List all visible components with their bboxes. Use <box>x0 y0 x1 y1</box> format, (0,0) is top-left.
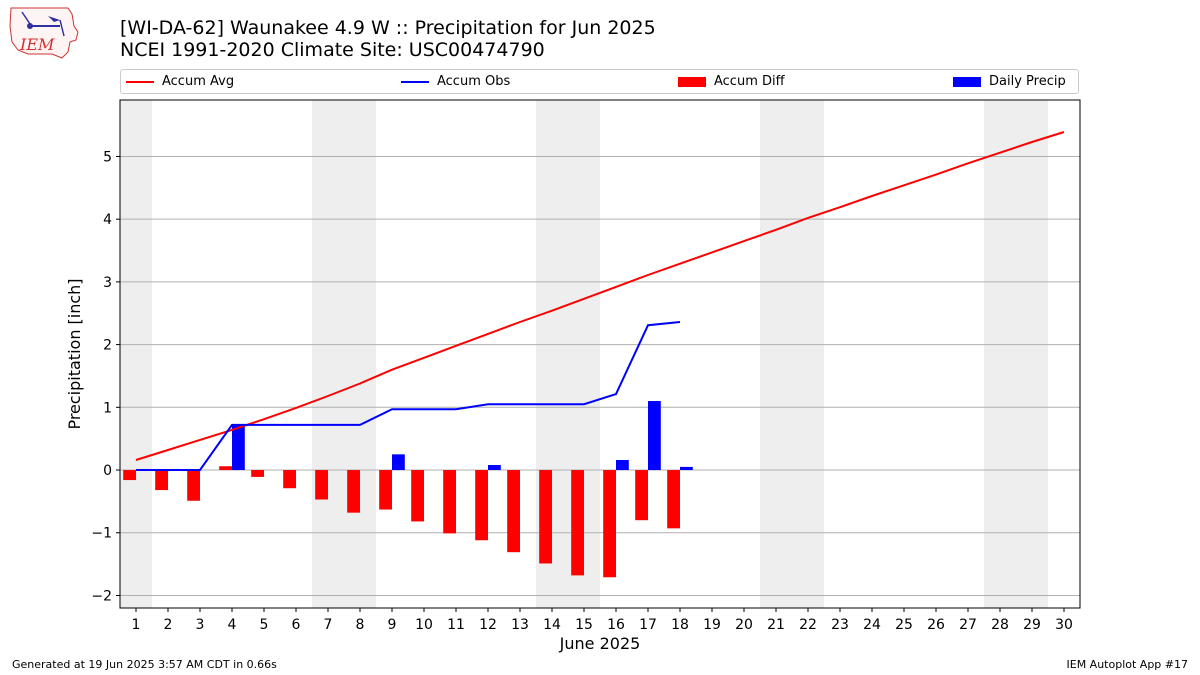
weekend-band <box>312 100 376 608</box>
y-tick-label: 2 <box>103 338 112 354</box>
y-tick-label: 4 <box>103 212 112 228</box>
daily-precip-bar <box>616 459 629 471</box>
y-axis-label: Precipitation [inch] <box>65 278 84 429</box>
legend-line-swatch <box>401 80 429 83</box>
weekend-band <box>760 100 824 608</box>
x-tick-label: 25 <box>895 617 913 633</box>
x-tick-label: 3 <box>196 617 205 633</box>
iem-logo: IEM <box>8 6 82 60</box>
x-tick-label: 12 <box>479 617 497 633</box>
accum-diff-bar <box>155 470 168 491</box>
x-tick-label: 9 <box>388 617 397 633</box>
daily-precip-bar <box>488 465 501 471</box>
legend-bar-swatch <box>678 76 706 87</box>
accum-diff-bar <box>667 470 680 529</box>
accum-diff-bar <box>411 470 424 522</box>
legend-label: Accum Avg <box>162 74 235 89</box>
x-tick-label: 20 <box>735 617 753 633</box>
accum-diff-bar <box>187 470 200 501</box>
x-tick-label: 7 <box>324 617 333 633</box>
accum-obs-line <box>136 321 681 471</box>
legend-item-daily-precip: Daily Precip <box>953 74 1066 90</box>
x-tick-label: 1 <box>132 617 141 633</box>
x-tick-label: 10 <box>415 617 433 633</box>
accum-diff-bar <box>635 470 648 521</box>
accum-diff-bar <box>443 470 456 534</box>
legend-item-accum-avg: Accum Avg <box>126 74 234 90</box>
accum-diff-bar <box>379 470 392 510</box>
accum-diff-bar <box>283 470 296 489</box>
x-tick-label: 13 <box>511 617 529 633</box>
x-tick-label: 4 <box>228 617 237 633</box>
x-tick-label: 2 <box>164 617 173 633</box>
x-tick-label: 22 <box>799 617 817 633</box>
x-tick-label: 28 <box>991 617 1009 633</box>
y-tick-label: −1 <box>91 526 112 542</box>
accum-diff-bar <box>507 470 520 553</box>
x-tick-label: 29 <box>1023 617 1041 633</box>
daily-precip-bar <box>232 424 245 471</box>
weekend-band <box>984 100 1048 608</box>
chart-title-line1: [WI-DA-62] Waunakee 4.9 W :: Precipitati… <box>120 17 656 39</box>
accum-diff-bar <box>539 470 552 564</box>
weekend-band <box>120 100 152 608</box>
y-tick-label: 3 <box>103 275 112 291</box>
accum-diff-bar <box>219 466 232 471</box>
accum-diff-bar <box>347 470 360 513</box>
accum-avg-line <box>135 131 1065 461</box>
x-tick-label: 16 <box>607 617 625 633</box>
x-tick-label: 30 <box>1055 617 1073 633</box>
daily-precip-bar <box>392 454 405 471</box>
legend-item-accum-diff: Accum Diff <box>678 74 785 90</box>
x-tick-label: 24 <box>863 617 881 633</box>
chart-title: [WI-DA-62] Waunakee 4.9 W :: Precipitati… <box>120 17 656 61</box>
legend-label: Accum Diff <box>714 74 785 89</box>
legend-label: Accum Obs <box>437 74 511 89</box>
y-tick-label: −2 <box>91 588 112 604</box>
daily-precip-bar <box>648 401 661 471</box>
x-tick-label: 27 <box>959 617 977 633</box>
x-tick-label: 19 <box>703 617 721 633</box>
legend-bar-swatch <box>953 76 981 87</box>
accum-diff-bar <box>475 470 488 541</box>
x-tick-label: 6 <box>292 617 301 633</box>
legend-item-accum-obs: Accum Obs <box>401 74 510 90</box>
legend-line-swatch <box>126 80 154 83</box>
accum-diff-bar <box>123 470 136 481</box>
x-tick-label: 21 <box>767 617 785 633</box>
x-axis-label: June 2025 <box>559 634 641 653</box>
x-tick-label: 11 <box>447 617 465 633</box>
accum-diff-bar <box>571 470 584 576</box>
accum-diff-bar <box>603 470 616 578</box>
accum-diff-bar <box>251 470 264 477</box>
legend-label: Daily Precip <box>989 74 1066 89</box>
y-tick-label: 0 <box>103 463 112 479</box>
x-tick-label: 8 <box>356 617 365 633</box>
y-tick-label: 1 <box>103 400 112 416</box>
y-tick-label: 5 <box>103 149 112 165</box>
iem-logo-text: IEM <box>19 35 55 54</box>
chart-title-line2: NCEI 1991-2020 Climate Site: USC00474790 <box>120 39 545 61</box>
x-tick-label: 5 <box>260 617 269 633</box>
x-tick-label: 14 <box>543 617 561 633</box>
x-tick-label: 26 <box>927 617 945 633</box>
plot-frame <box>119 99 1081 609</box>
x-tick-label: 18 <box>671 617 689 633</box>
footer-generated: Generated at 19 Jun 2025 3:57 AM CDT in … <box>12 658 277 671</box>
daily-precip-bar <box>680 466 693 471</box>
x-tick-label: 17 <box>639 617 657 633</box>
x-tick-label: 15 <box>575 617 593 633</box>
chart-legend: Accum Avg Accum Obs Accum Diff Daily Pre… <box>120 69 1079 94</box>
x-tick-label: 23 <box>831 617 849 633</box>
footer-app: IEM Autoplot App #17 <box>1066 658 1189 671</box>
accum-diff-bar <box>315 470 328 500</box>
